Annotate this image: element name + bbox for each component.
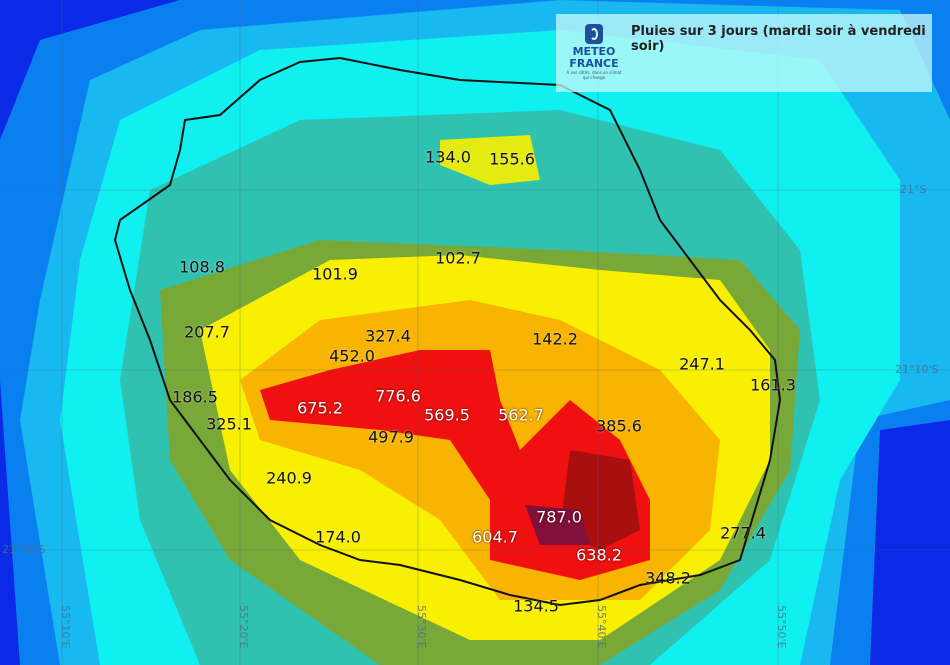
logo-icon [585,24,603,44]
rain-value: 277.4 [720,523,766,543]
rain-value: 776.6 [375,386,421,406]
meteo-france-logo: METEO FRANCE Á vos côtés, dans un climat… [564,24,624,80]
rain-value: 102.7 [435,248,481,268]
rain-value: 186.5 [172,387,218,407]
rain-value: 134.0 [425,147,471,167]
rain-value: 497.9 [368,427,414,447]
rain-value: 452.0 [329,346,375,366]
rain-value: 155.6 [489,149,535,169]
rain-value: 787.0 [536,507,582,527]
title-box: METEO FRANCE Á vos côtés, dans un climat… [556,14,932,92]
lon-label: 55°40'E [595,605,608,649]
rain-value: 348.2 [645,568,691,588]
rain-value: 142.2 [532,329,578,349]
rain-value: 325.1 [206,414,252,434]
map-title: Pluies sur 3 jours (mardi soir à vendred… [631,24,926,54]
lat-label: 21°10'S [895,363,939,376]
lon-label: 55°30'E [415,605,428,649]
lon-label: 55°50'E [775,605,788,649]
rain-value: 247.1 [679,354,725,374]
rain-value: 134.5 [513,596,559,616]
lon-label: 55°20'E [237,605,250,649]
logo-tagline: Á vos côtés, dans un climat qui change [566,70,622,80]
rain-value: 101.9 [312,264,358,284]
coastline [113,56,782,607]
lon-label: 55°10'E [59,605,72,649]
rain-value: 161.3 [750,375,796,395]
rain-value: 569.5 [424,405,470,425]
rain-value: 174.0 [315,527,361,547]
logo-text: FRANCE [569,57,619,70]
lat-label: 21°S [900,183,927,196]
rain-value: 240.9 [266,468,312,488]
rain-value: 638.2 [576,545,622,565]
rain-value: 562.7 [498,405,544,425]
rain-value: 385.6 [596,416,642,436]
rain-value: 604.7 [472,527,518,547]
rain-value: 327.4 [365,326,411,346]
logo-text: METEO [572,45,616,58]
lat-label: 21°20'S [2,543,46,556]
rain-value: 207.7 [184,322,230,342]
zone-maroon [525,505,590,545]
zone-yellow-north [440,135,540,185]
rain-value: 675.2 [297,398,343,418]
rain-value: 108.8 [179,257,225,277]
